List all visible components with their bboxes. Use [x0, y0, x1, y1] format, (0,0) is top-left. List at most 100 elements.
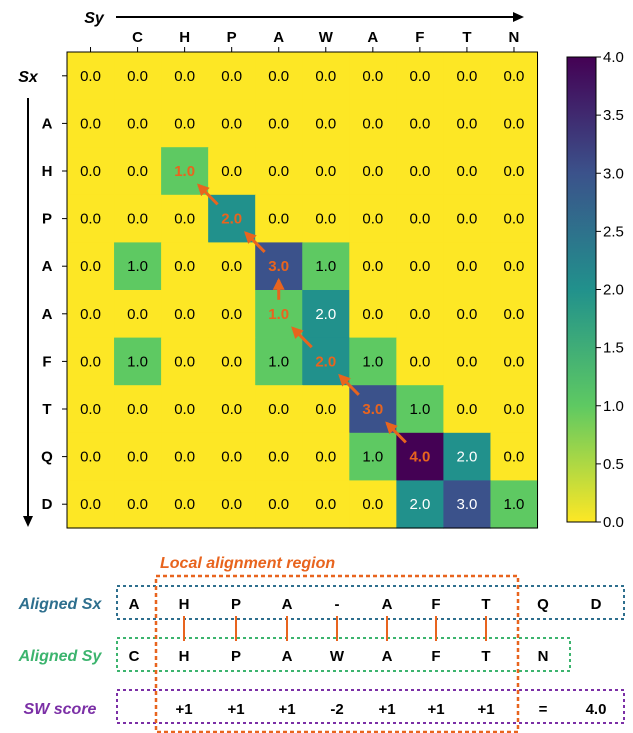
heatmap-cell — [302, 147, 350, 196]
heatmap-cell — [114, 385, 162, 434]
cell-value-label: 0.0 — [268, 496, 289, 513]
heatmap-cell — [208, 385, 256, 434]
x-direction-arrowhead — [513, 12, 524, 22]
heatmap-cell — [67, 480, 115, 529]
cell-value-label: 1.0 — [174, 163, 195, 180]
y-tick-label: F — [42, 353, 51, 370]
heatmap-cell — [443, 385, 492, 434]
heatmap-cell — [67, 290, 115, 339]
cell-value-label: 0.0 — [409, 163, 430, 180]
heatmap-cell — [490, 480, 539, 529]
cell-value-label: 0.0 — [362, 211, 383, 228]
cell-value-label: 0.0 — [221, 353, 242, 370]
heatmap-cell — [443, 432, 492, 481]
heatmap-cell — [114, 480, 162, 529]
heatmap-cell — [490, 337, 539, 386]
colorbar-bar — [566, 56, 597, 523]
cell-value-label: 1.0 — [127, 258, 148, 275]
colorbar-tick-label: 1.0 — [603, 398, 624, 415]
cell-value-label: 0.0 — [221, 449, 242, 466]
cell-value-label: 0.0 — [315, 401, 336, 418]
cell-value-label: 0.0 — [127, 496, 148, 513]
alignment-token: T — [481, 648, 490, 665]
alignment-token: T — [481, 596, 490, 613]
heatmap-cell — [114, 52, 162, 101]
y-tick-label: T — [42, 401, 51, 418]
colorbar-tick-label: 3.5 — [603, 107, 624, 124]
heatmap-cell — [67, 385, 115, 434]
alignment-token: 4.0 — [586, 701, 607, 718]
cell-value-label: 0.0 — [315, 163, 336, 180]
heatmap-cell — [208, 480, 256, 529]
cell-value-label: 0.0 — [268, 211, 289, 228]
cell-value-label: 4.0 — [409, 449, 430, 466]
x-tick-label: A — [367, 29, 378, 46]
heatmap-cell — [443, 52, 492, 101]
colorbar-tick-label: 2.0 — [603, 282, 624, 299]
cell-value-label: 1.0 — [409, 401, 430, 418]
cell-value-label: 0.0 — [174, 211, 195, 228]
cell-value-label: 0.0 — [268, 401, 289, 418]
cell-value-label: 2.0 — [315, 306, 336, 323]
alignment-token: A — [129, 596, 140, 613]
cell-value-label: 0.0 — [456, 115, 477, 132]
y-direction-arrowhead — [23, 516, 33, 527]
traceback-arrow — [291, 326, 313, 349]
traceback-arrow — [196, 183, 219, 206]
cell-value-label: 0.0 — [268, 68, 289, 85]
heatmap-cell — [490, 99, 539, 148]
x-tick-label: P — [227, 29, 237, 46]
alignment-row-box — [116, 637, 571, 672]
cell-value-label: 0.0 — [127, 115, 148, 132]
alignment-token: -2 — [330, 701, 343, 718]
heatmap-cell — [255, 385, 303, 434]
cell-value-label: 0.0 — [315, 211, 336, 228]
heatmap-cell — [161, 337, 209, 386]
cell-value-label: 0.0 — [80, 401, 101, 418]
alignment-token: A — [382, 648, 393, 665]
cell-value-label: 0.0 — [80, 258, 101, 275]
heatmap-cell — [302, 242, 350, 291]
heatmap-cell — [443, 147, 492, 196]
local-alignment-region-title: Local alignment region — [160, 555, 335, 572]
heatmap-cell — [302, 385, 350, 434]
cell-value-label: 0.0 — [409, 258, 430, 275]
alignment-token: = — [539, 701, 548, 718]
traceback-arrow — [338, 373, 360, 396]
cell-value-label: 0.0 — [362, 163, 383, 180]
heatmap-cell — [443, 194, 492, 243]
heatmap-cell — [255, 194, 303, 243]
cell-value-label: 0.0 — [174, 306, 195, 323]
heatmap-cell — [443, 290, 492, 339]
heatmap-cell — [396, 99, 444, 148]
alignment-token: - — [335, 596, 340, 613]
cell-value-label: 1.0 — [315, 258, 336, 275]
cell-value-label: 0.0 — [80, 306, 101, 323]
colorbar: 0.0 0.5 1.0 1.5 2.0 2.5 3.0 3.5 4.0 — [566, 49, 624, 531]
heatmap-cell — [396, 290, 444, 339]
heatmap-cell — [161, 432, 209, 481]
heatmap-cell — [114, 242, 162, 291]
cell-value-label: 0.0 — [174, 68, 195, 85]
cell-value-label: 0.0 — [456, 401, 477, 418]
y-tick-label: Q — [41, 449, 53, 466]
cell-value-label: 0.0 — [127, 163, 148, 180]
heatmap-cell — [490, 147, 539, 196]
heatmap-cell — [67, 52, 115, 101]
heatmap-cell — [255, 432, 303, 481]
x-tick-label: A — [273, 29, 284, 46]
cell-value-label: 1.0 — [504, 496, 525, 513]
heatmap-cell — [490, 242, 539, 291]
heatmap-cell — [443, 480, 492, 529]
heatmap-cell — [349, 290, 397, 339]
cell-value-label: 0.0 — [362, 115, 383, 132]
cell-value-label: 0.0 — [221, 306, 242, 323]
alignment-token: F — [431, 596, 440, 613]
cell-value-label: 0.0 — [268, 163, 289, 180]
cell-value-label: 0.0 — [504, 68, 525, 85]
alignment-token: +1 — [477, 701, 494, 718]
heatmap-cell — [114, 147, 162, 196]
heatmap-cell — [396, 480, 444, 529]
cell-value-label: 0.0 — [221, 496, 242, 513]
alignment-token: +1 — [278, 701, 295, 718]
